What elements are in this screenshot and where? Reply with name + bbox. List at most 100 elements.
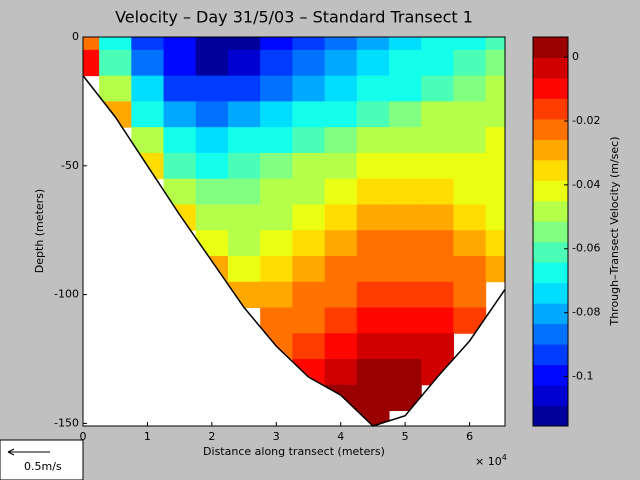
contour-cell [485,127,505,154]
contour-cell [260,307,293,334]
contour-cell [260,101,293,128]
colorbar-tick-label: 0 [572,50,579,63]
x-tick-label: 2 [208,430,215,443]
contour-cell [260,152,293,180]
colorbar-band [533,344,568,366]
contour-cell [485,101,505,128]
colorbar-band [533,405,568,427]
contour-cell [389,333,422,360]
contour-cell [163,127,197,154]
x-tick-label: 4 [337,430,344,443]
contour-cell [131,75,165,102]
contour-cell [389,127,422,154]
colorbar-band [533,221,568,243]
contour-cell [324,333,358,360]
contour-cell [292,127,326,154]
colorbar-band [533,98,568,120]
contour-cell [227,127,261,154]
contour-cell [485,75,505,102]
contour-cell [389,152,422,180]
contour-cell [356,178,390,205]
contour-cell [356,75,390,102]
contour-cell [163,101,197,128]
contour-cell [421,75,454,102]
x-tick-label: 6 [466,430,473,443]
contour-cell [453,75,487,102]
contour-cell [195,127,229,154]
contour-cell [356,384,390,412]
contour-cell [356,101,390,128]
contour-cell [421,307,454,334]
contour-cell [389,307,422,334]
contour-cell [195,152,229,180]
contour-cell [131,37,165,51]
contour-cell [292,75,326,102]
contour-cell [324,127,358,154]
x-axis-label: Distance along transect (meters) [203,445,385,458]
colorbar-band [533,200,568,222]
contour-cell [292,333,326,360]
contour-cell [356,204,390,231]
colorbar-band [533,385,568,407]
contour-cell [421,101,454,128]
contour-cell [195,37,229,51]
contour-cell [324,230,358,257]
contour-cell [324,75,358,102]
contour-cell [292,101,326,128]
contour-cell [453,204,487,231]
contour-cell [260,127,293,154]
contour-cell [195,75,229,102]
contour-cell [356,333,390,360]
contour-cell [453,49,487,77]
contour-cell [227,204,261,231]
contour-cell [453,101,487,128]
x-tick-label: 0 [80,430,87,443]
contour-cell [356,49,390,77]
contour-cell [292,49,326,77]
contour-cell [356,230,390,257]
contour-cell [453,255,487,283]
contour-cell [421,333,454,360]
colorbar-band [533,139,568,161]
colorbar-band [533,241,568,263]
contour-cell [324,37,358,51]
contour-cell [324,255,358,283]
contour-cell [324,307,358,334]
contour-cell [356,307,390,334]
contour-cell [195,101,229,128]
contour-cell [131,49,165,77]
contour-cell [389,75,422,102]
contour-cell [389,359,422,386]
contour-cell [292,281,326,308]
colorbar-tick-label: -0.08 [572,306,600,319]
contour-cell [99,75,132,102]
contour-cell [453,37,487,51]
contour-cell [421,152,454,180]
x-multiplier: × 104 [475,453,507,469]
y-tick-label: -100 [54,288,79,301]
contour-cell [485,255,505,283]
contour-cell [227,49,261,77]
contour-cell [485,204,505,231]
contour-cell [292,204,326,231]
contour-cell [389,49,422,77]
contour-cell [227,101,261,128]
contour-cell [292,307,326,334]
y-axis-label: Depth (meters) [33,189,46,273]
contour-cell [389,204,422,231]
x-tick-label: 1 [144,430,151,443]
colorbar-band [533,282,568,304]
contour-cell [389,101,422,128]
contour-cell [292,152,326,180]
contour-cell [227,230,261,257]
contour-cell [163,75,197,102]
contour-cell [260,255,293,283]
contour-cell [227,178,261,205]
contour-cell [260,37,293,51]
colorbar-band [533,180,568,202]
contour-cell [324,359,358,386]
contour-cell [421,37,454,51]
contour-cell [292,37,326,51]
contour-cell [356,152,390,180]
